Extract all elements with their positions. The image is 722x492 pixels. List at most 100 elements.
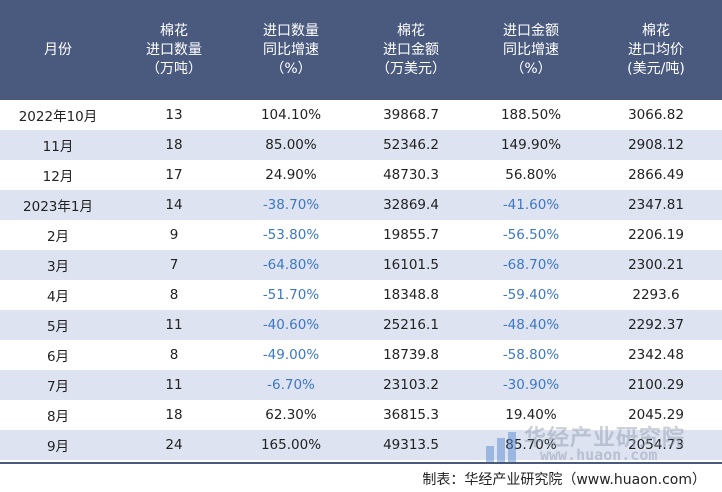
table-cell: 2347.81 [628, 197, 684, 213]
table-cell: 2342.48 [628, 347, 684, 363]
table-cell: 48730.3 [383, 167, 439, 183]
table-cell: 188.50% [500, 107, 562, 123]
table-cell: 19.40% [505, 407, 557, 423]
table-cell: 2045.29 [628, 407, 684, 423]
table-cell: -58.80% [502, 347, 560, 363]
table-cell: 12月 [42, 169, 74, 185]
header-line: 棉花 [160, 22, 188, 39]
table-row: 6月 8 -49.00% 18739.8 -58.80% 2342.48 [0, 340, 722, 370]
header-line: 进口数量 [146, 41, 202, 58]
header-line: 同比增速 [263, 41, 319, 58]
table-cell: 2023年1月 [23, 199, 93, 215]
header-cell-1: 棉花进口数量 （万吨） [116, 0, 232, 100]
header-cell-4: 进口金额同比增速 （%） [472, 0, 590, 100]
table-cell: 17 [165, 167, 183, 183]
table-cell: 165.00% [260, 437, 322, 453]
table-cell: 7 [169, 257, 179, 273]
table-cell: 13 [165, 107, 183, 123]
table-cell: -40.60% [262, 317, 320, 333]
table-cell: 2908.12 [628, 137, 684, 153]
table-cell: 2300.21 [628, 257, 684, 273]
header-cell-2: 进口数量 同比增速 （%） [232, 0, 350, 100]
table-row: 3月 7 -64.80% 16101.5 -68.70% 2300.21 [0, 250, 722, 280]
table-cell: 2月 [46, 229, 70, 245]
header-line: （%） [510, 60, 552, 77]
table-cell: 7月 [46, 379, 70, 395]
table-cell: 2866.49 [628, 167, 684, 183]
table-cell: 11 [165, 317, 183, 333]
table-cell: 6月 [46, 349, 70, 365]
table-cell: -56.50% [502, 227, 560, 243]
table-cell: 8月 [46, 409, 70, 425]
table-row: 12月 17 24.90% 48730.3 56.80% 2866.49 [0, 160, 722, 190]
table-cell: 39868.7 [383, 107, 439, 123]
table-cell: 2022年10月 [18, 109, 98, 125]
footer: 制表：华经产业研究院（www.huaon.com） [0, 462, 722, 492]
table-cell: 32869.4 [383, 197, 439, 213]
table-cell: 9月 [46, 439, 70, 455]
header-line: 同比增速 [503, 41, 559, 58]
table-cell: -64.80% [262, 257, 320, 273]
table-cell: 14 [165, 197, 183, 213]
table-cell: 5月 [46, 319, 70, 335]
table-row: 2022年10月 13 104.10% 39868.7 188.50% 3066.82 [0, 100, 722, 130]
table-body: 2022年10月 13 104.10% 39868.7 188.50% 3066.82 11… [0, 100, 722, 460]
table-cell: 8 [169, 287, 179, 303]
table-cell: 24.90% [265, 167, 317, 183]
source-note: 制表：华经产业研究院（www.huaon.com） [422, 472, 706, 488]
table-cell: 2100.29 [628, 377, 684, 393]
header-line: （%） [270, 60, 312, 77]
table-cell: -51.70% [262, 287, 320, 303]
header-line: （万美元） [376, 60, 446, 77]
table-row: 5月 11 -40.60% 25216.1 -48.40% 2292.37 [0, 310, 722, 340]
table-cell: -6.70% [267, 377, 315, 393]
table-cell: 18348.8 [383, 287, 439, 303]
table-cell: 3月 [46, 259, 70, 275]
table-cell: -68.70% [502, 257, 560, 273]
table-cell: -48.40% [502, 317, 560, 333]
table-cell: 4月 [46, 289, 70, 305]
header-line: 月份 [44, 41, 72, 58]
table-cell: 24 [165, 437, 183, 453]
table-cell: 11月 [42, 139, 74, 155]
header-line: 进口金额 [503, 22, 559, 39]
table-row: 4月 8 -51.70% 18348.8 -59.40% 2293.6 [0, 280, 722, 310]
table-cell: -59.40% [502, 287, 560, 303]
table-cell: 2054.73 [628, 437, 684, 453]
table-cell: 52346.2 [383, 137, 439, 153]
table-row: 11月 18 85.00% 52346.2 149.90% 2908.12 [0, 130, 722, 160]
table-cell: -38.70% [262, 197, 320, 213]
table-cell: 2292.37 [628, 317, 684, 333]
table-row: 7月 11 -6.70% 23103.2 -30.90% 2100.29 [0, 370, 722, 400]
table-cell: 85.70% [505, 437, 557, 453]
table-cell: -41.60% [502, 197, 560, 213]
table-cell: -53.80% [262, 227, 320, 243]
table-cell: 16101.5 [383, 257, 439, 273]
table-cell: 9 [169, 227, 179, 243]
header-cell-5: 棉花进口均价 (美元/吨) [590, 0, 722, 100]
table-cell: 23103.2 [383, 377, 439, 393]
table-cell: 56.80% [505, 167, 557, 183]
table-cell: 36815.3 [383, 407, 439, 423]
table-cell: 25216.1 [383, 317, 439, 333]
import-table: 月份 棉花 进口数量 （万吨） 进口数量 同比增速 （%） 棉花 进口金额 （万美元） 进口金额 同比… [0, 0, 722, 460]
table-row: 9月 24 165.00% 49313.5 85.70% 2054.73 [0, 430, 722, 460]
table-row: 2月 9 -53.80% 19855.7 -56.50% 2206.19 [0, 220, 722, 250]
table-row: 8月 18 62.30% 36815.3 19.40% 2045.29 [0, 400, 722, 430]
header-line: (美元/吨) [627, 60, 685, 77]
header-line: 进口均价 [628, 41, 684, 58]
table-cell: 149.90% [500, 137, 562, 153]
table-header: 月份 棉花 进口数量 （万吨） 进口数量 同比增速 （%） 棉花 进口金额 （万美元） 进口金额 同比… [0, 0, 722, 100]
table-cell: -49.00% [262, 347, 320, 363]
table-cell: 11 [165, 377, 183, 393]
table-cell: 19855.7 [383, 227, 439, 243]
table-row: 2023年1月 14 -38.70% 32869.4 -41.60% 2347.81 [0, 190, 722, 220]
header-line: 进口金额 [383, 41, 439, 58]
header-line: 棉花 [642, 22, 670, 39]
header-cell-0: 月份 [0, 0, 116, 100]
header-line: （万吨） [146, 60, 202, 77]
table-cell: 8 [169, 347, 179, 363]
table-cell: 85.00% [265, 137, 317, 153]
header-line: 棉花 [397, 22, 425, 39]
table-cell: 49313.5 [383, 437, 439, 453]
